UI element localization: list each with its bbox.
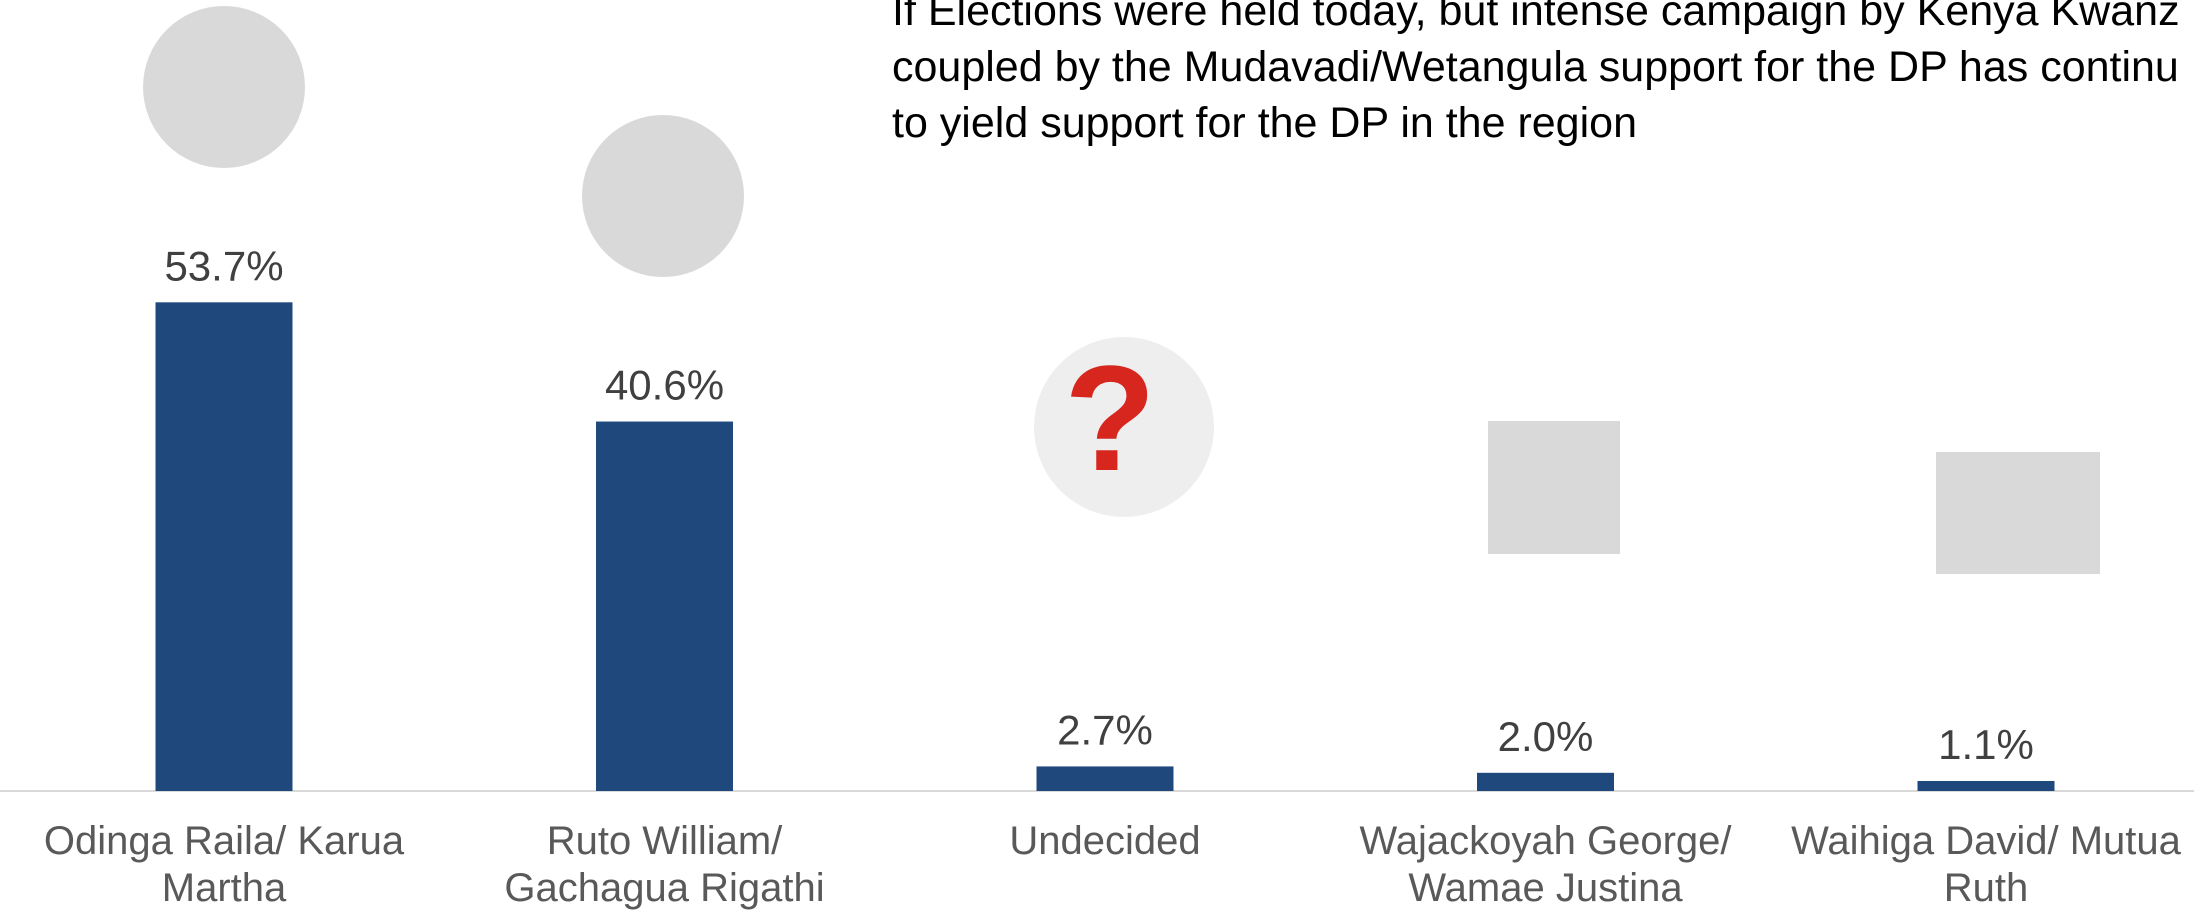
candidate-photo [582, 115, 744, 277]
value-label: 2.7% [1057, 706, 1153, 753]
annotation-line: coupled by the Mudavadi/Wetangula suppor… [892, 43, 2179, 91]
x-tick-label: Odinga Raila/ Karua Martha [43, 819, 405, 910]
annotation-line: If Elections were held today, but intens… [892, 0, 2180, 35]
undecided-icon [1034, 337, 1214, 517]
x-tick-label: Undecided [1009, 819, 1201, 863]
x-tick-label: Ruto William/ Gachagua Rigathi [504, 819, 825, 910]
x-tick-label: Wajackoyah George/ Wamae Justina [1359, 819, 1732, 910]
question-mark-icon: ? [1064, 334, 1156, 502]
value-label: 53.7% [164, 242, 283, 289]
candidate-photo [1488, 421, 1620, 554]
candidate-photo [143, 6, 305, 168]
bar [596, 421, 733, 791]
value-label: 2.0% [1498, 713, 1594, 760]
x-tick-label: Waihiga David/ Mutua Ruth [1791, 819, 2181, 910]
bar [155, 302, 293, 791]
bar [1477, 772, 1614, 791]
annotation-line: to yield support for the DP in the regio… [892, 99, 1637, 147]
value-label: 40.6% [605, 362, 724, 409]
bar [1917, 780, 2055, 791]
value-label: 1.1% [1938, 721, 2034, 768]
candidate-photo [1936, 452, 2100, 574]
bar [1036, 766, 1174, 791]
